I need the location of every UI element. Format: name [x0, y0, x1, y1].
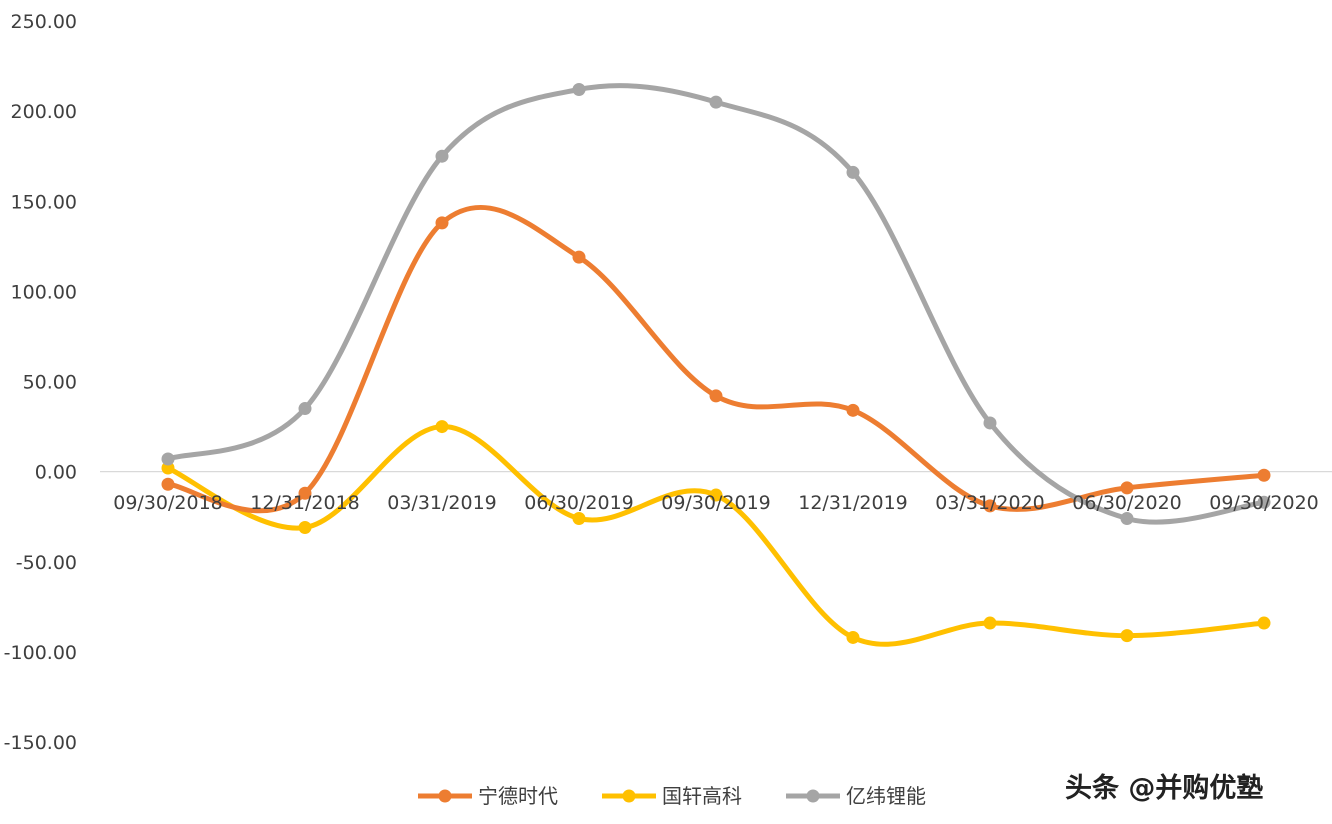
x-tick-label: 12/31/2019	[798, 492, 908, 514]
data-point	[1257, 495, 1271, 509]
legend: 宁德时代 国轩高科 亿纬锂能	[418, 784, 926, 808]
data-point	[298, 486, 312, 500]
data-point	[435, 216, 449, 230]
y-tick-label: -100.00	[4, 642, 77, 664]
data-point	[983, 616, 997, 630]
x-tick-label: 03/31/2020	[935, 492, 1045, 514]
x-tick-label: 06/30/2020	[1072, 492, 1182, 514]
data-point	[1120, 481, 1134, 495]
data-point	[1120, 511, 1134, 525]
x-axis-ticks: 09/30/2018 12/31/2018 03/31/2019 06/30/2019…	[113, 492, 1319, 514]
legend-label: 亿纬锂能	[846, 784, 926, 808]
data-point	[709, 95, 723, 109]
data-point	[435, 420, 449, 434]
x-tick-label: 09/30/2020	[1209, 492, 1319, 514]
data-point	[1120, 629, 1134, 643]
data-point	[1257, 468, 1271, 482]
data-point	[298, 402, 312, 416]
y-tick-label: 200.00	[11, 101, 77, 123]
series-line-0	[165, 204, 1267, 514]
y-tick-label: 150.00	[11, 191, 77, 213]
x-tick-label: 06/30/2019	[524, 492, 634, 514]
x-tick-label: 12/31/2018	[250, 492, 360, 514]
data-point	[983, 499, 997, 513]
y-axis-ticks: 250.00 200.00 150.00 100.00 50.00 0.00 -50.00 -…	[4, 11, 77, 754]
data-point	[709, 488, 723, 502]
legend-label: 宁德时代	[478, 784, 558, 808]
legend-marker	[806, 789, 820, 803]
legend-marker	[622, 789, 636, 803]
x-tick-label: 03/31/2019	[387, 492, 497, 514]
data-point	[572, 250, 586, 264]
x-tick-label: 09/30/2018	[113, 492, 223, 514]
y-tick-label: 100.00	[11, 281, 77, 303]
data-point	[709, 389, 723, 403]
y-tick-label: -50.00	[16, 552, 77, 574]
data-point	[161, 452, 175, 466]
data-point	[298, 521, 312, 535]
legend-label: 国轩高科	[662, 784, 742, 808]
data-point	[846, 165, 860, 179]
y-tick-label: -150.00	[4, 732, 77, 754]
y-tick-label: 0.00	[35, 462, 77, 484]
data-point	[572, 82, 586, 96]
data-point	[161, 461, 175, 475]
data-point	[846, 403, 860, 417]
data-point	[846, 630, 860, 644]
data-point	[435, 149, 449, 163]
y-tick-label: 250.00	[11, 11, 77, 33]
watermark: 头条 @并购优塾	[1065, 772, 1263, 804]
x-tick-label: 09/30/2019	[661, 492, 771, 514]
y-tick-label: 50.00	[23, 372, 77, 394]
data-point	[161, 477, 175, 491]
data-point	[572, 511, 586, 525]
legend-marker	[438, 789, 452, 803]
data-point	[983, 416, 997, 430]
series-lines	[161, 82, 1271, 647]
series-line-1	[165, 424, 1267, 647]
data-point	[1257, 616, 1271, 630]
